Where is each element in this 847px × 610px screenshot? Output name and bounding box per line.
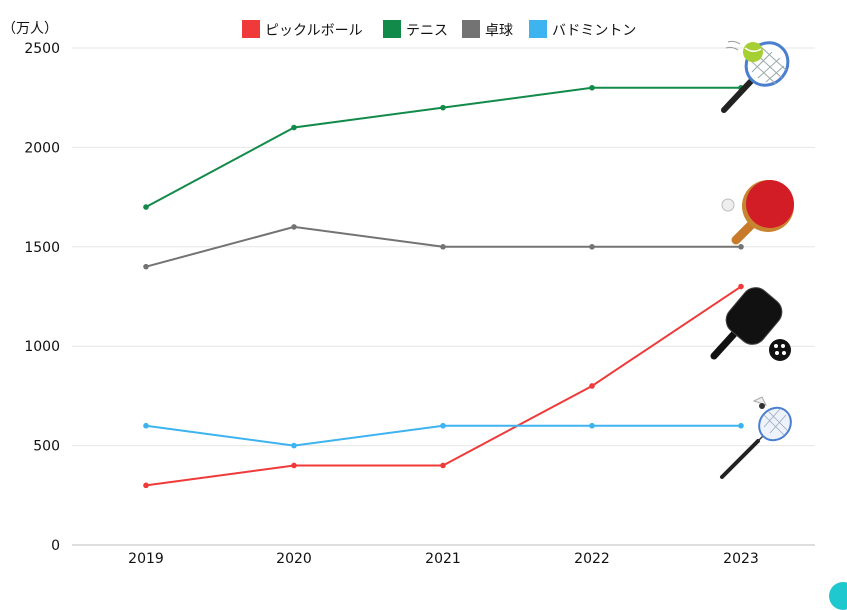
data-point bbox=[143, 482, 149, 489]
data-point bbox=[143, 204, 149, 210]
y-tick-label: 500 bbox=[33, 439, 60, 455]
series-badminton-racket bbox=[143, 422, 744, 449]
badminton-racket-icon bbox=[720, 396, 792, 479]
y-tick-label: 1500 bbox=[24, 240, 60, 256]
y-tick-label: 2500 bbox=[24, 41, 60, 57]
ping-pong-paddle-icon bbox=[721, 180, 794, 245]
series-ping-pong-paddle bbox=[143, 224, 744, 270]
data-point bbox=[291, 442, 297, 449]
pickleball-paddle-icon bbox=[710, 287, 791, 361]
corner-badge bbox=[829, 582, 847, 610]
legend-swatch bbox=[383, 20, 401, 38]
legend-swatch bbox=[462, 20, 480, 38]
data-point bbox=[589, 84, 595, 91]
data-point bbox=[143, 263, 149, 270]
legend-label: テニス bbox=[406, 23, 448, 39]
data-point bbox=[738, 283, 744, 290]
data-point bbox=[738, 244, 744, 250]
legend-label: ピックルボール bbox=[265, 23, 363, 39]
series-lines bbox=[143, 84, 744, 489]
legend-swatch bbox=[242, 20, 260, 38]
y-axis-ticks: 0 500 1000 1500 2000 2500 bbox=[24, 41, 60, 554]
gridlines bbox=[72, 47, 815, 546]
data-point bbox=[589, 383, 595, 389]
tennis-racket-icon bbox=[721, 40, 790, 113]
legend-label: バドミントン bbox=[552, 23, 636, 39]
x-tick-label: 2019 bbox=[128, 551, 164, 567]
x-tick-label: 2023 bbox=[723, 551, 759, 567]
series-line bbox=[145, 424, 741, 447]
data-point bbox=[143, 422, 149, 429]
y-tick-label: 2000 bbox=[24, 140, 60, 156]
x-tick-label: 2022 bbox=[574, 551, 610, 567]
data-point bbox=[440, 244, 446, 250]
data-point bbox=[291, 462, 297, 469]
legend-label: 卓球 bbox=[485, 23, 513, 39]
data-point bbox=[440, 462, 446, 469]
data-point bbox=[589, 422, 595, 429]
legend-swatch bbox=[529, 20, 547, 38]
line-chart: （万人） ピックルボール テニス 卓球 バドミントン 0 500 1000 1500 2000… bbox=[2, 20, 815, 567]
series-pickleball-paddle bbox=[143, 283, 744, 489]
data-point bbox=[738, 422, 744, 429]
data-point bbox=[291, 124, 297, 131]
y-axis-unit-label: （万人） bbox=[2, 21, 58, 37]
data-point bbox=[291, 224, 297, 230]
data-point bbox=[440, 104, 446, 111]
data-point bbox=[589, 244, 595, 250]
x-tick-label: 2021 bbox=[425, 551, 461, 567]
y-tick-label: 1000 bbox=[24, 339, 60, 355]
legend: ピックルボール テニス 卓球 バドミントン bbox=[242, 20, 636, 39]
x-axis-ticks: 2019 2020 2021 2022 2023 bbox=[128, 551, 759, 567]
series-line bbox=[145, 285, 742, 487]
data-point bbox=[440, 422, 446, 429]
y-tick-label: 0 bbox=[51, 538, 60, 554]
x-tick-label: 2020 bbox=[276, 551, 312, 567]
